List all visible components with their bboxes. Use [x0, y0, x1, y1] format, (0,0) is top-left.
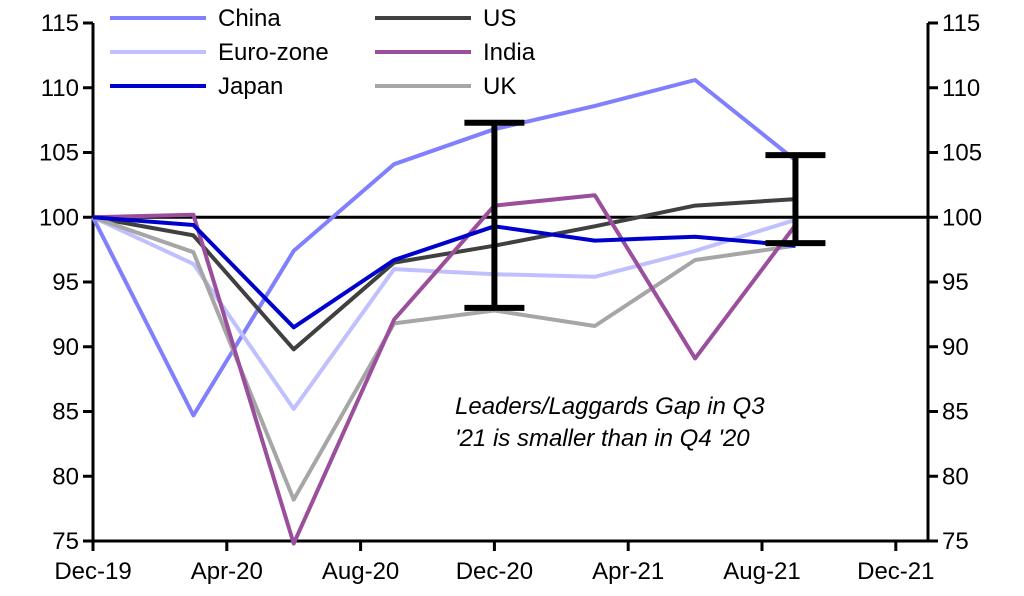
series-line-india	[92, 193, 798, 546]
left-y-tick-label: 85	[52, 399, 79, 426]
left-y-tick-label: 95	[52, 269, 79, 296]
left-y-tick-label: 110	[41, 75, 79, 102]
series-line-us	[92, 197, 796, 352]
right-y-tick-label: 90	[942, 334, 969, 361]
left-y-tick-label: 115	[41, 10, 79, 37]
x-tick-label: Dec-21	[857, 558, 934, 585]
legend: China US Euro-zone India Japan UK	[110, 5, 536, 100]
annotation-line-2: '21 is smaller than in Q4 '20	[455, 425, 750, 452]
right-y-tick-label: 95	[942, 269, 969, 296]
series-lines	[91, 78, 798, 546]
series-line-euro-zone	[92, 215, 797, 411]
x-tick-label: Aug-21	[723, 558, 800, 585]
x-tick-label: Dec-20	[456, 558, 533, 585]
legend-label-china: China	[218, 5, 281, 32]
left-y-tick-label: 75	[52, 528, 79, 555]
series-line-china	[91, 78, 797, 418]
series-line-japan	[92, 215, 796, 330]
x-tick-label: Apr-20	[191, 558, 263, 585]
right-y-tick-label: 115	[942, 10, 980, 37]
legend-label-japan: Japan	[218, 73, 283, 100]
right-y-tick-label: 100	[942, 204, 982, 231]
x-tick-label: Dec-19	[54, 558, 131, 585]
left-y-tick-label: 90	[52, 334, 79, 361]
left-y-axis: 75 80 85 90 95 100 105 110 115	[39, 10, 95, 555]
left-y-tick-label: 100	[39, 204, 79, 231]
x-axis: Dec-19 Apr-20 Aug-20 Dec-20 Apr-21 Aug-21 Dec-…	[54, 539, 934, 585]
x-tick-label: Aug-20	[322, 558, 399, 585]
legend-label-euro-zone: Euro-zone	[218, 39, 329, 66]
legend-label-uk: UK	[483, 73, 516, 100]
error-bars	[464, 119, 826, 311]
legend-label-india: India	[483, 39, 536, 66]
right-y-tick-label: 85	[942, 399, 969, 426]
right-y-tick-label: 110	[942, 75, 980, 102]
right-y-axis: 75 80 85 90 95 100 105 110 115	[926, 10, 982, 555]
right-y-tick-label: 80	[942, 463, 969, 490]
series-line-uk	[92, 215, 796, 502]
right-y-tick-label: 105	[942, 140, 982, 167]
left-y-tick-label: 105	[39, 140, 79, 167]
annotation-line-1: Leaders/Laggards Gap in Q3	[455, 393, 765, 420]
x-tick-label: Apr-21	[592, 558, 664, 585]
legend-label-us: US	[483, 5, 516, 32]
left-y-tick-label: 80	[52, 463, 79, 490]
right-y-tick-label: 75	[942, 528, 969, 555]
